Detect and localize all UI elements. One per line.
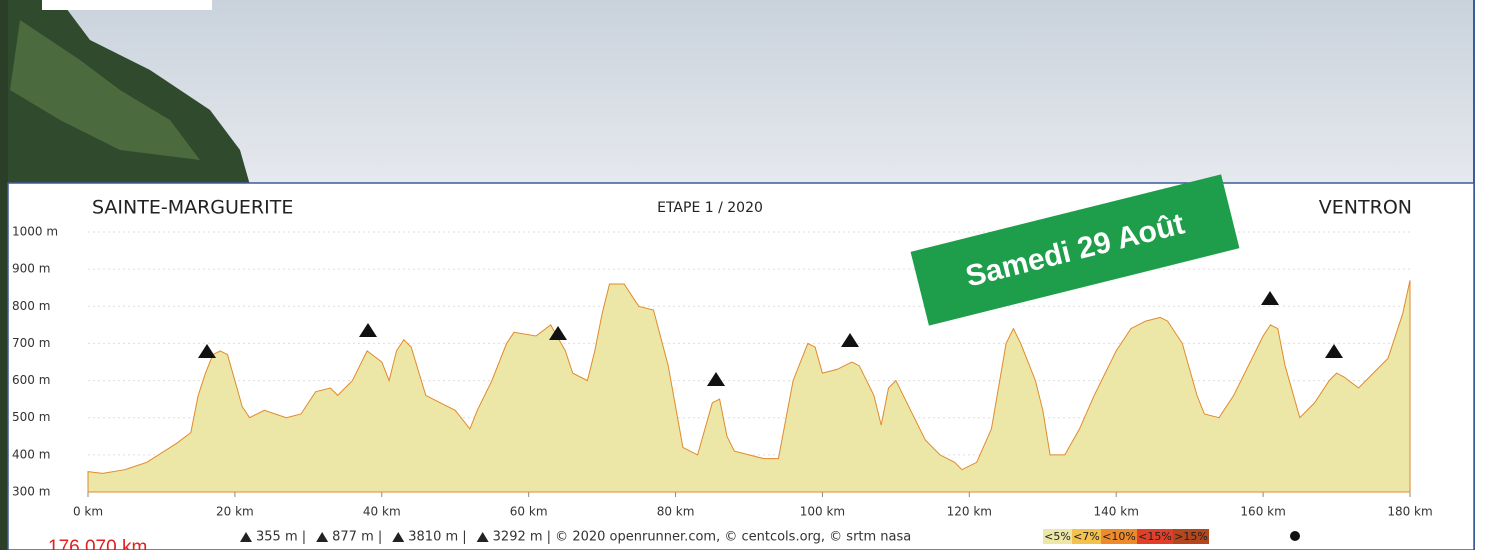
stat: 877 m |: [332, 530, 382, 545]
x-tick-label: 0 km: [73, 505, 103, 519]
tree: [0, 0, 250, 185]
elevation-area: [87, 280, 1411, 493]
right-edge: [1474, 0, 1485, 550]
x-tick-label: 120 km: [947, 505, 992, 519]
y-tick-label: 300 m: [12, 485, 50, 499]
y-tick-label: 1000 m: [12, 225, 58, 239]
col-icon: [1325, 344, 1343, 358]
legend-swatch: [1137, 529, 1173, 544]
x-tick-label: 60 km: [510, 505, 548, 519]
legend-swatch: [1101, 529, 1137, 544]
stats: 355 m | 877 m | 3810 m | 3292 m | © 2020 op…: [240, 530, 911, 545]
photo-sky: [0, 0, 1485, 185]
col-icon: [359, 323, 377, 337]
y-tick-label: 600 m: [12, 373, 50, 387]
legend-label: <15%: [1138, 530, 1172, 543]
legend-swatch: [1072, 529, 1101, 544]
banner-bg: [910, 174, 1240, 326]
stat-icon: [240, 532, 252, 542]
stat-icon: [476, 532, 489, 542]
col-icon: [1261, 291, 1279, 305]
legend-label: <7%: [1073, 530, 1100, 543]
stat-icon: [316, 532, 329, 542]
legend-label: <10%: [1102, 530, 1136, 543]
col-icons: [198, 291, 1343, 386]
col-icon: [198, 344, 216, 358]
white-box: [42, 0, 212, 10]
x-tick-label: 20 km: [216, 505, 254, 519]
legend-dot: [1290, 531, 1300, 541]
x-tick-label: 160 km: [1240, 505, 1285, 519]
x-tick-label: 100 km: [800, 505, 845, 519]
legend: <5% <7% <10% <15% >15%: [1043, 529, 1209, 544]
col-icon: [841, 333, 859, 347]
legend-label: >15%: [1174, 530, 1208, 543]
legend-swatch: [1043, 529, 1072, 544]
y-tick-label: 500 m: [12, 410, 50, 424]
plot: 300 m 400 m 500 m 600 m 700 m 800 m 900 m 1000 …: [12, 225, 1433, 519]
col-icon: [549, 326, 567, 340]
x-tick-label: 80 km: [657, 505, 695, 519]
tree-foliage: [10, 20, 200, 160]
x-tick-label: 40 km: [363, 505, 401, 519]
end-town: VENTRON: [1319, 197, 1412, 219]
col-icon: [707, 372, 725, 386]
stat: 3810 m |: [408, 530, 466, 545]
stat-icon: [392, 532, 405, 542]
y-tick-label: 800 m: [12, 299, 50, 313]
stat: 355 m |: [256, 530, 306, 545]
distance: 176,070 km: [48, 537, 147, 550]
y-tick-label: 700 m: [12, 336, 50, 350]
y-tick-label: 900 m: [12, 262, 50, 276]
stage: ETAPE 1 / 2020: [657, 200, 763, 216]
x-tick-label: 180 km: [1387, 505, 1432, 519]
stat: 3292 m | © 2020 openrunner.com, © centco…: [493, 530, 912, 545]
legend-swatch: [1173, 529, 1209, 544]
left-edge: [0, 0, 8, 550]
y-tick-label: 400 m: [12, 447, 50, 461]
start-town: SAINTE-MARGUERITE: [92, 197, 293, 219]
x-tick-label: 140 km: [1094, 505, 1139, 519]
legend-label: <5%: [1044, 530, 1071, 543]
